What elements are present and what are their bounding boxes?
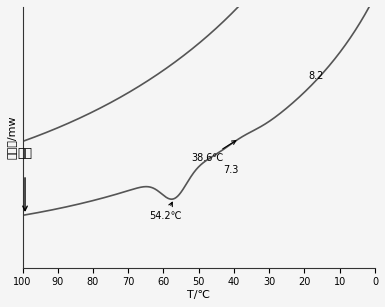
Text: 放热: 放热 <box>18 147 32 160</box>
Text: 8.2: 8.2 <box>308 71 323 81</box>
Text: 38.6℃: 38.6℃ <box>192 141 236 163</box>
Y-axis label: 热流量/mw: 热流量/mw <box>7 115 17 159</box>
X-axis label: T/℃: T/℃ <box>187 290 210 300</box>
Text: 54.2℃: 54.2℃ <box>149 202 182 221</box>
Text: 7.3: 7.3 <box>223 165 239 175</box>
